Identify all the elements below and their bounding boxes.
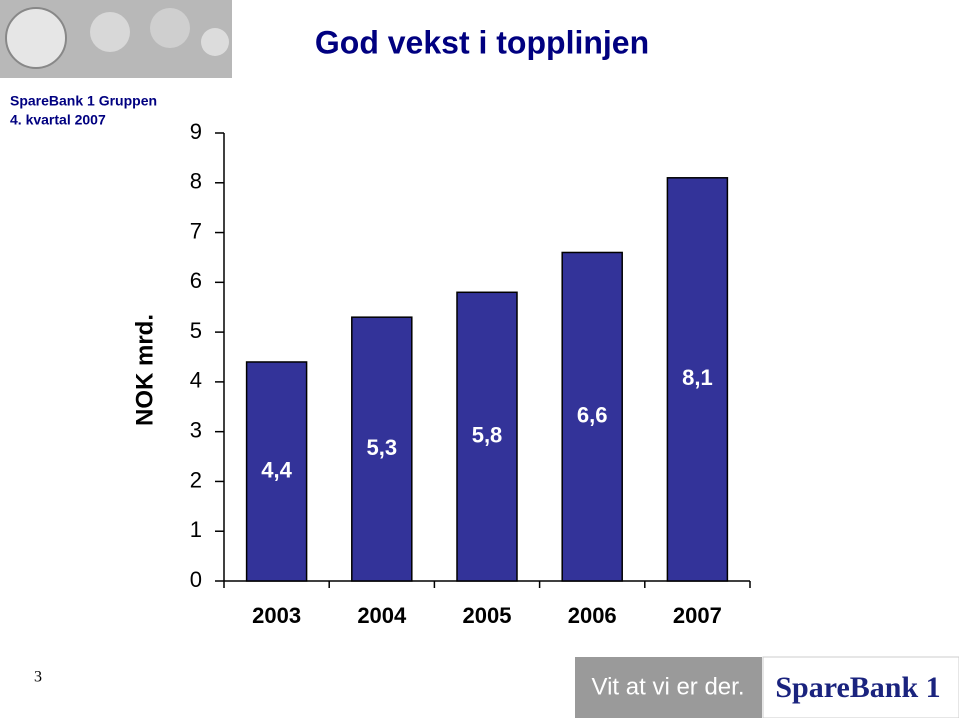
bar [456, 291, 518, 582]
y-tick-label: 8 [190, 169, 202, 194]
x-tick-label: 2007 [673, 603, 722, 628]
x-tick-label: 2004 [357, 603, 407, 628]
period: 4. kvartal 2007 [10, 112, 106, 128]
photo-figure [90, 12, 130, 52]
photo-figure [150, 8, 190, 48]
bar [561, 251, 623, 582]
x-tick-label: 2005 [463, 603, 512, 628]
value-label: 5,8 [472, 422, 503, 447]
y-tick-label: 4 [190, 368, 202, 393]
y-tick-label: 2 [190, 467, 202, 492]
page-number: 3 [34, 669, 42, 686]
y-tick-label: 3 [190, 417, 202, 442]
value-label: 4,4 [261, 457, 292, 482]
y-tick-label: 9 [190, 119, 202, 144]
chart-title: God vekst i topplinjen [315, 24, 649, 60]
value-label: 5,3 [367, 435, 398, 460]
footer-band [575, 657, 762, 718]
y-tick-label: 5 [190, 318, 202, 343]
x-tick-label: 2003 [252, 603, 301, 628]
photo-figure [201, 28, 229, 56]
value-label: 6,6 [577, 403, 608, 428]
footer-logo-box [762, 656, 959, 718]
bar [245, 361, 308, 582]
y-axis-label: NOK mrd. [131, 314, 158, 426]
bar [351, 316, 413, 582]
photo-logo [5, 7, 67, 69]
y-tick-label: 1 [190, 517, 202, 542]
y-tick-label: 7 [190, 218, 202, 243]
value-label: 8,1 [682, 365, 713, 390]
y-tick-label: 0 [190, 567, 202, 592]
footer-logo: SpareBank 1 [775, 671, 940, 704]
y-tick-label: 6 [190, 268, 202, 293]
footer-slogan: Vit at vi er der. [592, 673, 745, 700]
x-tick-label: 2006 [568, 603, 617, 628]
bar [666, 177, 729, 582]
company: SpareBank 1 Gruppen [10, 93, 157, 109]
